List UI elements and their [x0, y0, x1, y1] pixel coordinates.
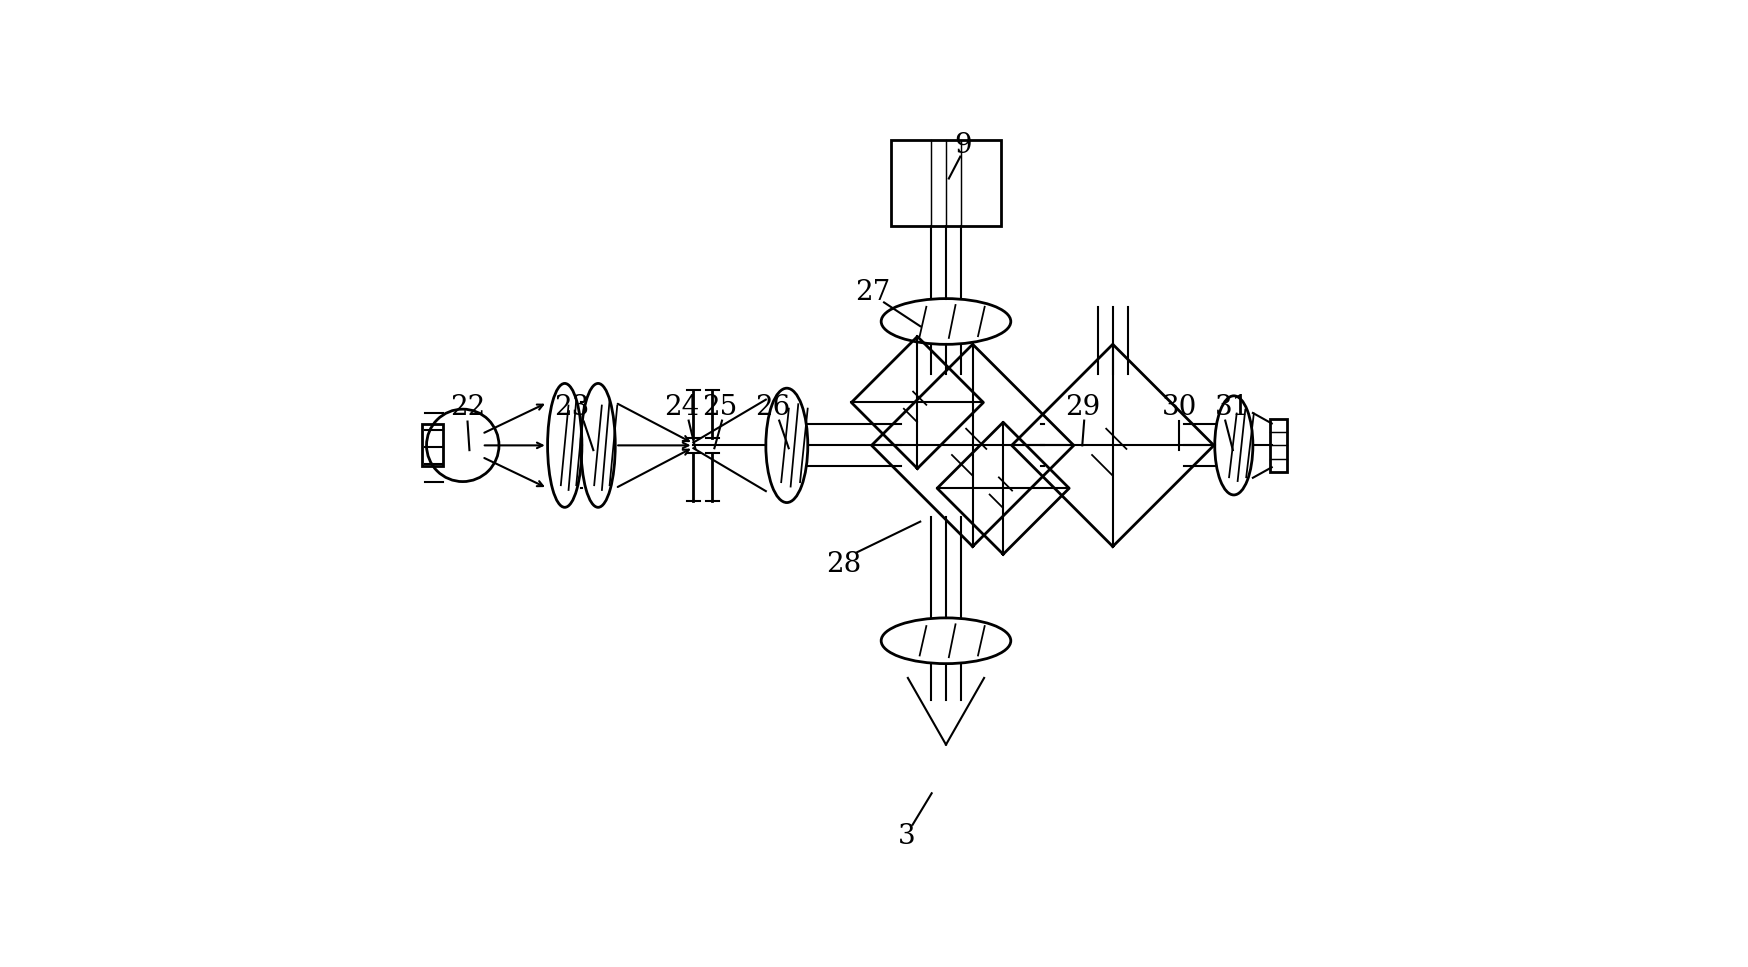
Bar — [891, 140, 1000, 226]
Text: 31: 31 — [1215, 394, 1250, 421]
Bar — [421, 425, 442, 466]
Text: 28: 28 — [825, 551, 862, 578]
Text: 26: 26 — [755, 394, 790, 421]
Text: 27: 27 — [855, 279, 890, 307]
Text: 24: 24 — [664, 394, 699, 421]
Text: 9: 9 — [954, 132, 972, 159]
Text: 30: 30 — [1161, 394, 1196, 421]
Bar — [1269, 419, 1287, 472]
Text: 22: 22 — [449, 394, 484, 421]
Text: 3: 3 — [897, 823, 916, 850]
Text: 25: 25 — [703, 394, 738, 421]
Text: 23: 23 — [554, 394, 589, 421]
Text: 29: 29 — [1065, 394, 1099, 421]
